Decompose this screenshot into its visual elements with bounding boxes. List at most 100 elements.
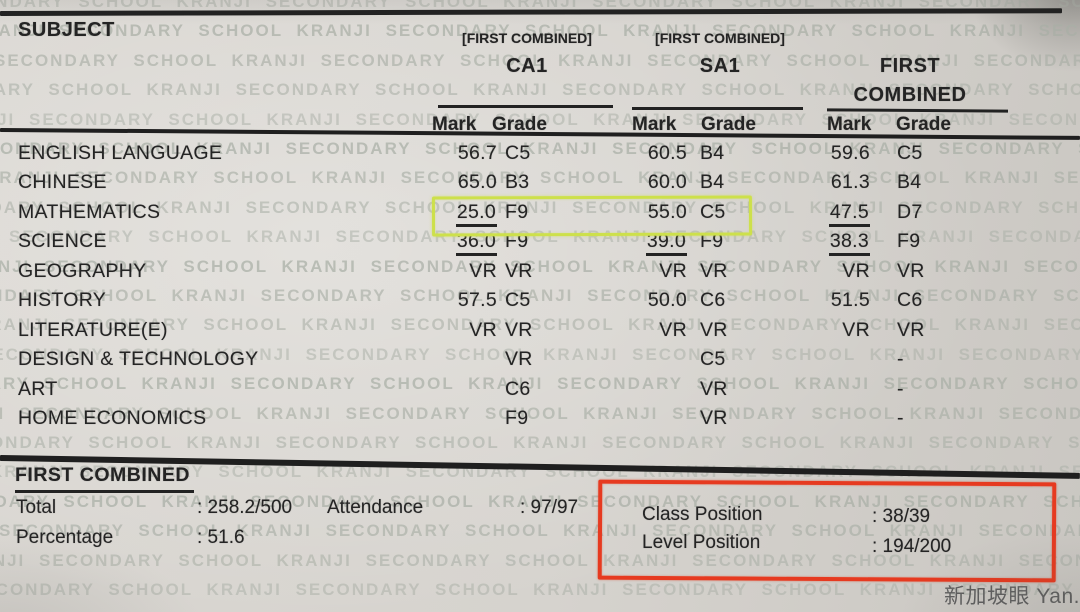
watermark-text-row: KRANJI SECONDARY SCHOOL KRANJI SECONDARY… — [0, 109, 1080, 129]
watermark-text-row: KRANJI SECONDARY SCHOOL KRANJI SECONDARY… — [0, 580, 1080, 599]
watermark-text-row: KRANJI SECONDARY SCHOOL KRANJI SECONDARY… — [0, 80, 1080, 100]
subject-name: GEOGRAPHY — [18, 259, 147, 282]
sa1-mark: 50.0 — [647, 289, 687, 312]
first-combined-grade: C5 — [897, 142, 923, 164]
first-combined-mark: 59.6 — [830, 142, 870, 164]
subject-name: ENGLISH LANGUAGE — [18, 142, 223, 164]
mark-column-label-g2: Mark — [632, 114, 677, 135]
sa1-grade: B4 — [700, 171, 725, 194]
sa1-grade: C5 — [700, 348, 726, 371]
sa1-mark: 60.5 — [647, 142, 687, 164]
watermark-text-row: KRANJI SECONDARY SCHOOL KRANJI SECONDARY… — [0, 256, 1080, 276]
group-tag: [FIRST COMBINED] — [655, 30, 785, 46]
total-value: : 258.2/500 — [197, 497, 293, 518]
ca1-mark: 65.0 — [457, 171, 497, 194]
percentage-label: Percentage — [16, 527, 114, 548]
table-row-english-language: ENGLISH LANGUAGE 56.7 C5 60.5 B4 59.6 C5 — [0, 142, 1080, 164]
group-name: FIRST — [879, 55, 941, 77]
table-row-design-technology: DESIGN & TECHNOLOGY VR C5 - — [0, 348, 1080, 370]
first-combined-grade: C6 — [897, 289, 923, 312]
table-top-rule — [0, 8, 1063, 16]
ca1-grade: VR — [505, 318, 533, 341]
subject-name: HOME ECONOMICS — [18, 407, 207, 430]
sa1-grade: C6 — [700, 289, 726, 312]
position-annotation-box — [597, 479, 1057, 583]
watermark-text-row: KRANJI SECONDARY SCHOOL KRANJI SECONDARY… — [0, 609, 1080, 612]
first-combined-mark: VR — [842, 318, 870, 341]
watermark-text-row: KRANJI SECONDARY SCHOOL KRANJI SECONDARY… — [0, 521, 1080, 541]
first-combined-mark: VR — [842, 259, 870, 282]
subject-name: CHINESE — [18, 171, 107, 194]
sa1-mark: VR — [659, 259, 687, 282]
watermark-text-row: KRANJI SECONDARY SCHOOL KRANJI SECONDARY… — [0, 286, 1080, 305]
attendance-value: : 97/97 — [520, 497, 579, 518]
first-combined-grade: F9 — [897, 230, 921, 253]
first-combined-mark: 38.3 — [790, 230, 870, 257]
watermark-text-row: KRANJI SECONDARY SCHOOL KRANJI SECONDARY… — [0, 403, 1080, 423]
math-row-highlight-box — [431, 195, 753, 237]
total-label: Total — [16, 497, 57, 518]
ca1-grade: VR — [505, 259, 533, 282]
ca1-grade: F9 — [505, 200, 529, 223]
subject-column-header: SUBJECT — [18, 19, 115, 41]
first-combined-underline — [826, 108, 1009, 113]
table-row-mathematics: MATHEMATICS 25.0 F9 55.0 C5 47.5 D7 — [0, 200, 1080, 227]
group-name: SA1 — [699, 55, 741, 77]
ca1-mark: 56.7 — [457, 142, 497, 164]
sa1-mark: VR — [659, 318, 687, 341]
group-name: COMBINED — [853, 84, 967, 106]
watermark-text-row: KRANJI SECONDARY SCHOOL KRANJI SECONDARY… — [0, 21, 1080, 41]
table-row-literature-e-: LITERATURE(E) VR VR VR VR VR VR — [0, 319, 1080, 341]
class-position-value: : 38/39 — [872, 506, 931, 527]
first-combined-mark: 51.5 — [830, 289, 870, 312]
table-row-art: ART C6 VR - — [0, 378, 1080, 400]
sa1-mark: 55.0 — [647, 200, 687, 223]
percentage-value: : 51.6 — [197, 527, 245, 548]
table-row-geography: GEOGRAPHY VR VR VR VR VR VR — [0, 260, 1080, 282]
sa1-grade: VR — [700, 407, 728, 430]
watermark-text-row: KRANJI SECONDARY SCHOOL KRANJI SECONDARY… — [0, 374, 1080, 394]
sa1-mark: 60.0 — [647, 171, 687, 194]
watermark-text-row: KRANJI SECONDARY SCHOOL KRANJI SECONDARY… — [0, 315, 1080, 335]
table-row-home-economics: HOME ECONOMICS F9 VR - — [0, 407, 1080, 429]
group-name: CA1 — [506, 55, 548, 77]
subject-name: HISTORY — [18, 289, 107, 312]
class-position-label: Class Position — [642, 504, 763, 525]
watermark-text-row: KRANJI SECONDARY SCHOOL KRANJI SECONDARY… — [0, 227, 1080, 247]
sa1-grade: VR — [700, 377, 728, 400]
first-combined-grade: - — [897, 377, 904, 400]
table-row-history: HISTORY 57.5 C5 50.0 C6 51.5 C6 — [0, 289, 1080, 311]
sa1-mark: 39.0 — [607, 230, 687, 257]
watermark-text-row: KRANJI SECONDARY SCHOOL KRANJI SECONDARY… — [0, 344, 1080, 364]
watermark-text-row: KRANJI SECONDARY SCHOOL KRANJI SECONDARY… — [0, 168, 1080, 188]
sa1-grade: VR — [700, 259, 728, 282]
watermark-text-row: KRANJI SECONDARY SCHOOL KRANJI SECONDARY… — [0, 50, 1080, 70]
sa1-grade: B4 — [700, 142, 725, 164]
ca1-grade: F9 — [505, 407, 529, 430]
mark-column-label-g3: Mark — [827, 114, 872, 135]
mark-column-label-g1: Mark — [432, 114, 477, 135]
ca1-grade: F9 — [505, 230, 529, 253]
ca1-mark: 36.0 — [417, 230, 497, 257]
first-combined-grade: D7 — [897, 200, 923, 223]
summary-heading: FIRST COMBINED — [15, 464, 194, 493]
first-combined-grade: - — [897, 407, 904, 430]
ca1-grade: VR — [505, 348, 533, 371]
watermark-text-row: KRANJI SECONDARY SCHOOL KRANJI SECONDARY… — [0, 139, 1080, 158]
ca1-mark: VR — [469, 259, 497, 282]
grade-column-label-g1: Grade — [492, 114, 547, 135]
level-position-label: Level Position — [642, 532, 761, 553]
subject-name: DESIGN & TECHNOLOGY — [18, 348, 259, 371]
grade-column-label-g3: Grade — [896, 114, 951, 135]
table-row-science: SCIENCE 36.0 F9 39.0 F9 38.3 F9 — [0, 230, 1080, 257]
watermark-text-row: KRANJI SECONDARY SCHOOL KRANJI SECONDARY… — [0, 433, 1080, 452]
subject-name: MATHEMATICS — [18, 200, 161, 223]
sa1-underline — [632, 107, 803, 110]
table-row-chinese: CHINESE 65.0 B3 60.0 B4 61.3 B4 — [0, 171, 1080, 193]
ca1-underline — [438, 105, 613, 108]
watermark-text-row: KRANJI SECONDARY SCHOOL KRANJI SECONDARY… — [0, 462, 1080, 482]
sa1-grade: VR — [700, 318, 728, 341]
